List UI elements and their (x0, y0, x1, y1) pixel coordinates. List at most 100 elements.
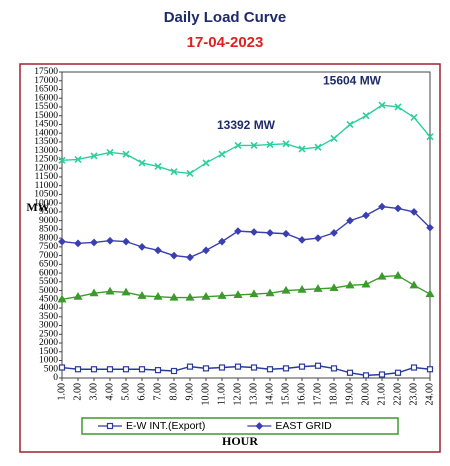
y-tick-label: 9500 (39, 207, 58, 217)
y-tick-label: 10000 (34, 198, 58, 208)
data-point (58, 237, 66, 246)
data-point (282, 229, 290, 238)
data-point (362, 372, 370, 379)
data-point (234, 227, 242, 235)
data-point (218, 364, 226, 371)
legend-label: EAST GRID (275, 420, 332, 432)
y-tick-label: 5500 (39, 277, 58, 287)
y-tick-label: 16000 (34, 93, 58, 103)
data-point (74, 239, 82, 248)
data-point (426, 133, 434, 141)
y-tick-label: 15000 (34, 111, 58, 121)
y-tick-label: 12500 (34, 155, 58, 165)
data-point (138, 366, 146, 373)
data-point (122, 237, 130, 246)
data-point (234, 363, 242, 370)
data-point (105, 286, 115, 295)
y-tick-label: 3500 (39, 312, 58, 322)
y-tick-label: 8500 (39, 225, 58, 235)
data-point (393, 271, 403, 279)
data-point (170, 367, 178, 375)
data-point (249, 289, 259, 298)
data-point (394, 204, 402, 213)
y-tick-label: 3000 (39, 321, 58, 331)
y-tick-label: 4500 (39, 295, 58, 305)
data-point (266, 229, 274, 237)
x-tick-label: 8.00 (168, 383, 179, 401)
data-point (314, 234, 322, 242)
x-tick-label: 12.00 (232, 383, 243, 406)
y-tick-label: 17000 (34, 76, 58, 86)
data-point (266, 366, 274, 373)
x-tick-label: 22.00 (392, 383, 403, 406)
annotation: 15604 MW (323, 73, 382, 87)
data-point (346, 369, 354, 376)
x-axis-label: HOUR (222, 434, 258, 448)
y-tick-label: 2000 (39, 338, 58, 348)
y-tick-label: 9000 (39, 216, 58, 226)
data-point (378, 371, 386, 378)
y-tick-label: 14500 (34, 120, 58, 130)
data-point (58, 156, 66, 164)
data-point (265, 288, 275, 297)
data-point (234, 141, 242, 150)
y-tick-label: 6000 (39, 268, 58, 278)
data-point (378, 202, 386, 211)
data-point (185, 292, 195, 301)
y-tick-label: 15500 (34, 102, 58, 112)
data-point (137, 291, 147, 299)
x-tick-label: 7.00 (152, 383, 163, 401)
y-tick-label: 13000 (34, 146, 58, 156)
data-point (122, 366, 130, 373)
y-axis-label: MW (26, 200, 49, 214)
data-point (281, 285, 291, 294)
x-tick-label: 3.00 (88, 383, 99, 401)
x-tick-label: 1.00 (56, 383, 67, 401)
data-point (330, 229, 338, 237)
data-point (314, 143, 322, 151)
data-point (330, 365, 338, 372)
y-tick-label: 13500 (34, 137, 58, 147)
x-tick-label: 6.00 (136, 383, 147, 401)
data-point (394, 369, 402, 376)
y-tick-label: 7500 (39, 242, 58, 252)
data-point (170, 168, 178, 176)
data-point (186, 363, 194, 370)
data-point (217, 291, 227, 299)
data-point (138, 159, 146, 167)
y-tick-label: 500 (44, 364, 59, 374)
chart-frame (19, 63, 441, 453)
data-point (169, 292, 179, 301)
data-point (361, 279, 371, 288)
y-tick-label: 8000 (39, 233, 58, 243)
data-point (314, 362, 322, 369)
data-point (170, 251, 178, 260)
series-line (61, 274, 431, 301)
data-point (410, 208, 418, 216)
data-point (345, 280, 355, 289)
y-tick-label: 4000 (39, 303, 58, 313)
data-point (250, 364, 258, 371)
y-tick-label: 17500 (34, 67, 58, 77)
x-tick-label: 19.00 (344, 383, 355, 406)
y-tick-label: 7000 (39, 251, 58, 261)
data-point (298, 145, 306, 153)
series-line (61, 205, 431, 259)
y-tick-label: 0 (53, 373, 58, 383)
data-point (74, 155, 82, 163)
data-point (394, 103, 402, 111)
data-point (297, 285, 307, 293)
data-point (202, 159, 210, 167)
x-tick-label: 23.00 (408, 383, 419, 406)
data-point (378, 101, 386, 109)
data-point (138, 243, 146, 251)
data-point (330, 134, 338, 143)
y-tick-label: 16500 (34, 85, 58, 95)
x-tick-label: 21.00 (376, 383, 387, 406)
data-point (90, 152, 98, 160)
data-point (409, 280, 419, 289)
data-point (58, 364, 66, 371)
x-tick-label: 4.00 (104, 383, 115, 401)
x-tick-label: 20.00 (360, 383, 371, 406)
